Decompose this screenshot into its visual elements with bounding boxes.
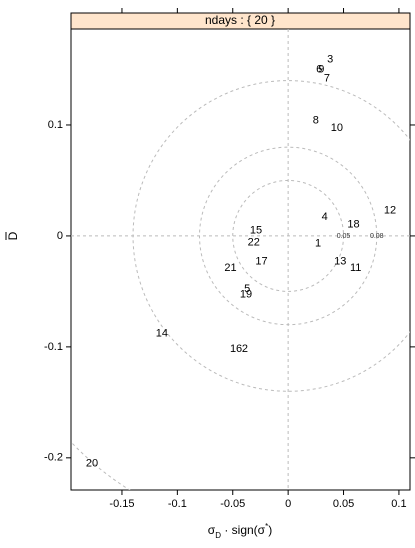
x-tick-label: 0 (285, 498, 291, 510)
point-label: 13 (334, 255, 346, 267)
y-tick-label: -0.2 (44, 452, 63, 464)
circle-label: 0.08 (370, 233, 384, 240)
circle-label: 0.05 (337, 233, 351, 240)
circle (132, 80, 410, 392)
point-label: 20 (86, 457, 98, 469)
point-label: 11 (350, 262, 361, 274)
panel-border (70, 12, 411, 491)
y-axis-label: D (6, 231, 20, 240)
point-label: 14 (156, 327, 168, 339)
circle (232, 179, 345, 292)
y-tick-label: 0.1 (48, 119, 63, 131)
x-tick-label: -0.05 (220, 498, 245, 510)
strip-label: ndays : { 20 } (205, 13, 275, 27)
point-label: 1 (315, 238, 321, 250)
x-tick-label: 0.05 (333, 498, 354, 510)
x-label-part: ) (268, 523, 272, 537)
circle (199, 146, 378, 326)
y-tick-label: -0.1 (44, 341, 63, 353)
x-label-part: * (265, 522, 268, 531)
x-tick-label: 0.1 (391, 498, 406, 510)
x-label-part: σ (208, 523, 216, 537)
point-label: 3 (327, 53, 333, 65)
point-label: 6 (316, 63, 322, 75)
point-label: 10 (331, 122, 343, 134)
point-label: 22 (248, 236, 260, 248)
point-label: 7 (324, 72, 330, 84)
point-label: 9 (318, 63, 324, 75)
x-label-part: · sign(σ (221, 523, 266, 537)
point-label: 17 (255, 255, 267, 267)
point-label: 18 (347, 219, 359, 231)
point-label: 12 (384, 204, 396, 216)
point-label: 2 (242, 343, 248, 355)
y-tick-label: 0 (57, 230, 63, 242)
point-label: 21 (224, 262, 236, 274)
y-axis-label-group: D (5, 231, 20, 240)
x-axis-label: σD · sign(σ*) (208, 522, 272, 540)
point-label: 4 (322, 211, 328, 223)
x-tick-label: -0.1 (168, 498, 187, 510)
point-label: 5 (244, 283, 250, 295)
point-label: 16 (230, 343, 242, 355)
x-label-part: D (215, 531, 221, 540)
x-tick-label: -0.15 (109, 498, 134, 510)
point-label: 15 (250, 224, 262, 236)
point-label: 8 (313, 114, 319, 126)
point-label: 19 (240, 289, 252, 301)
